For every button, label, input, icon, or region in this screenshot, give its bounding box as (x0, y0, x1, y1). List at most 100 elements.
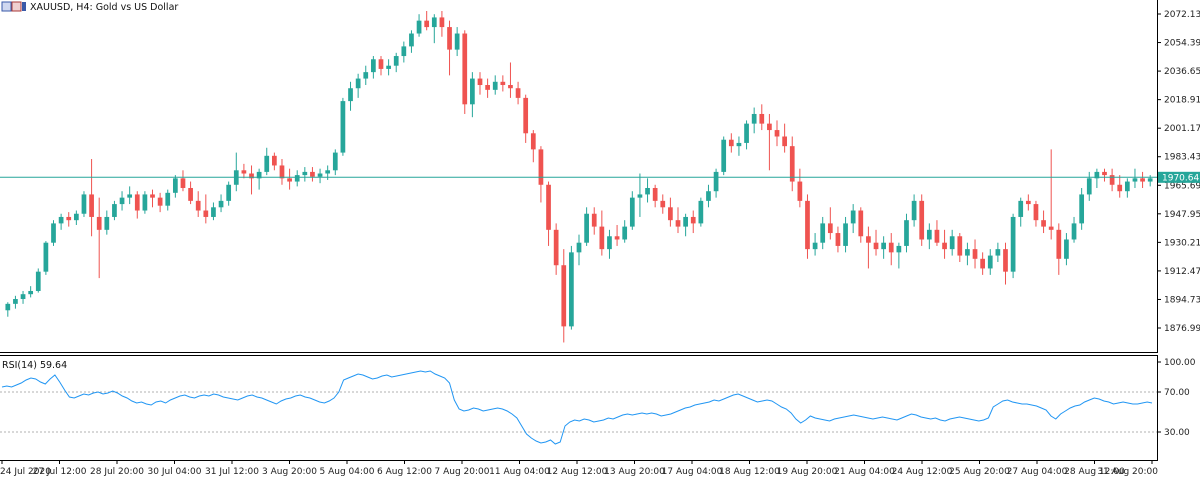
candle-body (1132, 178, 1138, 182)
candle-body (759, 113, 765, 124)
time-tick-label: 31 Jul 12:00 (205, 467, 259, 477)
candle-body (736, 142, 742, 147)
candle-body (591, 213, 597, 227)
candle-body (896, 245, 902, 253)
candle-body (119, 197, 125, 205)
time-tick-label: 6 Aug 12:00 (377, 467, 432, 477)
candle-body (1094, 171, 1100, 179)
candle-body (919, 200, 925, 240)
price-tick-label: 2054.39 (1164, 39, 1200, 49)
candle-body (1124, 181, 1130, 192)
candle-body (172, 178, 178, 193)
candle-body (272, 155, 277, 166)
candle-body (698, 200, 704, 224)
candle-body (523, 97, 529, 134)
candle-body (561, 265, 567, 327)
candle-body (188, 187, 193, 201)
candle-body (439, 17, 445, 28)
candle-body (477, 78, 483, 86)
candle-body (363, 72, 369, 79)
candle-body (1056, 229, 1062, 259)
candle-body (409, 33, 414, 47)
candle-body (599, 226, 605, 250)
candle-body (721, 139, 727, 172)
candle-body (797, 181, 803, 201)
time-tick-label: 24 Aug 12:00 (892, 467, 953, 477)
candle-body (302, 171, 308, 176)
candle-body (485, 85, 490, 90)
candle-body (1140, 178, 1145, 182)
candle-body (1071, 223, 1077, 240)
candle-body (43, 242, 49, 272)
candle-body (675, 220, 681, 227)
candle-body (690, 216, 696, 224)
candle-body (416, 20, 422, 34)
candle-body (287, 178, 292, 182)
candle-body (530, 133, 536, 150)
candle-body (279, 165, 285, 179)
price-tick-label: 2018.91 (1164, 96, 1200, 106)
price-tick-label: 1930.21 (1164, 238, 1200, 248)
candle-body (873, 242, 879, 250)
candle-body (1147, 178, 1153, 182)
time-tick-label: 21 Aug 04:00 (834, 467, 895, 477)
candle-body (645, 187, 650, 195)
candle-body (386, 65, 391, 69)
candle-body (576, 242, 582, 253)
candle-body (622, 226, 628, 240)
candle-body (713, 171, 719, 192)
candle-body (332, 152, 338, 171)
candle-body (462, 33, 468, 105)
chart-title: XAUUSD, H4: Gold vs US Dollar (30, 2, 178, 13)
candle-body (51, 223, 56, 243)
time-tick-label: 11 Aug 04:00 (489, 467, 550, 477)
candle-body (355, 78, 361, 89)
candle-body (904, 220, 909, 246)
candle-body (1117, 184, 1123, 192)
candle-body (264, 155, 270, 172)
rsi-series-line (1, 370, 1153, 445)
candle-body (965, 249, 970, 256)
time-tick-label: 19 Aug 20:00 (777, 467, 838, 477)
candle-body (112, 204, 117, 217)
candle-body (1086, 178, 1092, 195)
candle-body (447, 27, 452, 50)
candle-body (1109, 175, 1115, 185)
candle-body (226, 184, 232, 201)
time-tick-label: 25 Aug 20:00 (949, 467, 1010, 477)
time-tick-label: 17 Aug 04:00 (662, 467, 723, 477)
candle-body (424, 20, 430, 28)
candle-body (995, 249, 1001, 256)
candle-body (256, 171, 262, 179)
time-tick-label: 12 Aug 12:00 (547, 467, 608, 477)
time-tick-label: 5 Aug 04:00 (320, 467, 375, 477)
candle-body (180, 178, 186, 188)
price-tick-label: 1965.69 (1164, 181, 1200, 191)
candle-body (980, 258, 986, 269)
candle-body (81, 194, 87, 214)
candle-body (325, 170, 331, 174)
price-tick-label: 1876.99 (1164, 324, 1200, 334)
candle-body (812, 242, 818, 250)
candle-body (294, 175, 300, 182)
candle-body (774, 130, 780, 137)
candle-body (553, 229, 559, 266)
time-tick-label: 28 Jul 20:00 (90, 467, 144, 477)
candle-body (629, 197, 635, 227)
candle-body (508, 85, 513, 89)
candle-body (211, 207, 216, 217)
candle-body (538, 149, 544, 185)
candle-body (1041, 220, 1046, 227)
candle-body (835, 233, 841, 246)
candle-body (73, 213, 79, 221)
candle-body (431, 17, 437, 28)
candle-body (13, 299, 18, 304)
candle-body (706, 191, 711, 201)
candle-body (249, 173, 254, 179)
candle-body (1064, 239, 1069, 259)
candle-body (934, 229, 940, 243)
candle-body (1010, 216, 1016, 272)
candle-body (805, 200, 810, 250)
price-tick-label: 1894.73 (1164, 295, 1200, 305)
